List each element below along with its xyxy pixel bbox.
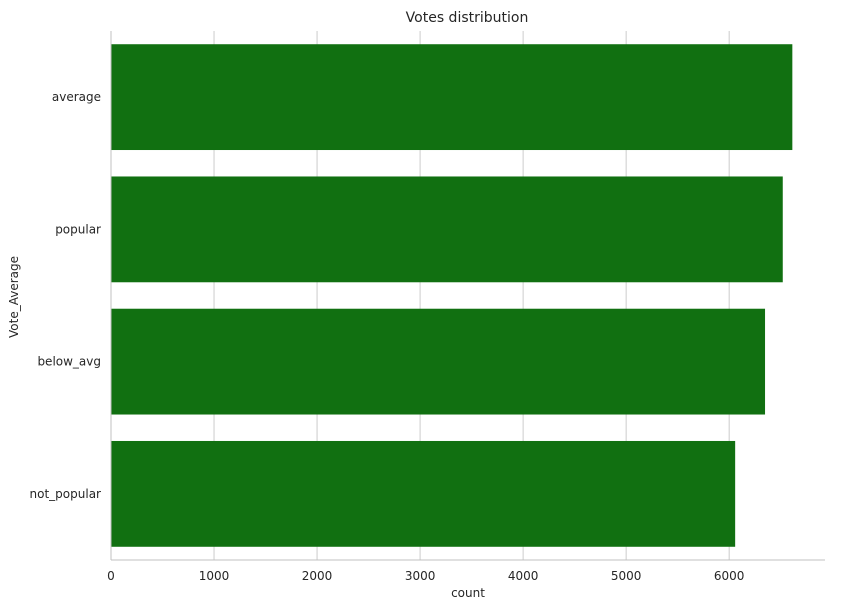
axis-spines — [110, 31, 825, 561]
bar-popular — [111, 176, 783, 283]
y-tick-label: not_popular — [30, 487, 102, 501]
x-tick-label: 0 — [107, 569, 115, 583]
y-ticks: average popular below_avg not_popular — [30, 90, 102, 501]
x-tick-label: 4000 — [508, 569, 539, 583]
x-tick-label: 2000 — [302, 569, 333, 583]
chart-title: Votes distribution — [406, 10, 529, 26]
x-axis-label: count — [451, 586, 485, 600]
y-tick-label: below_avg — [37, 355, 101, 369]
x-tick-label: 3000 — [405, 569, 436, 583]
bars — [111, 44, 793, 547]
x-tick-label: 1000 — [199, 569, 230, 583]
bar-not_popular — [111, 440, 736, 547]
x-tick-label: 5000 — [611, 569, 642, 583]
bar-below_avg — [111, 308, 766, 415]
x-ticks: 0 1000 2000 3000 4000 5000 6000 — [107, 569, 744, 583]
y-tick-label: average — [52, 90, 101, 104]
y-axis-label: Vote_Average — [7, 256, 21, 338]
bar-average — [111, 44, 793, 151]
x-tick-label: 6000 — [714, 569, 745, 583]
y-tick-label: popular — [55, 222, 101, 236]
